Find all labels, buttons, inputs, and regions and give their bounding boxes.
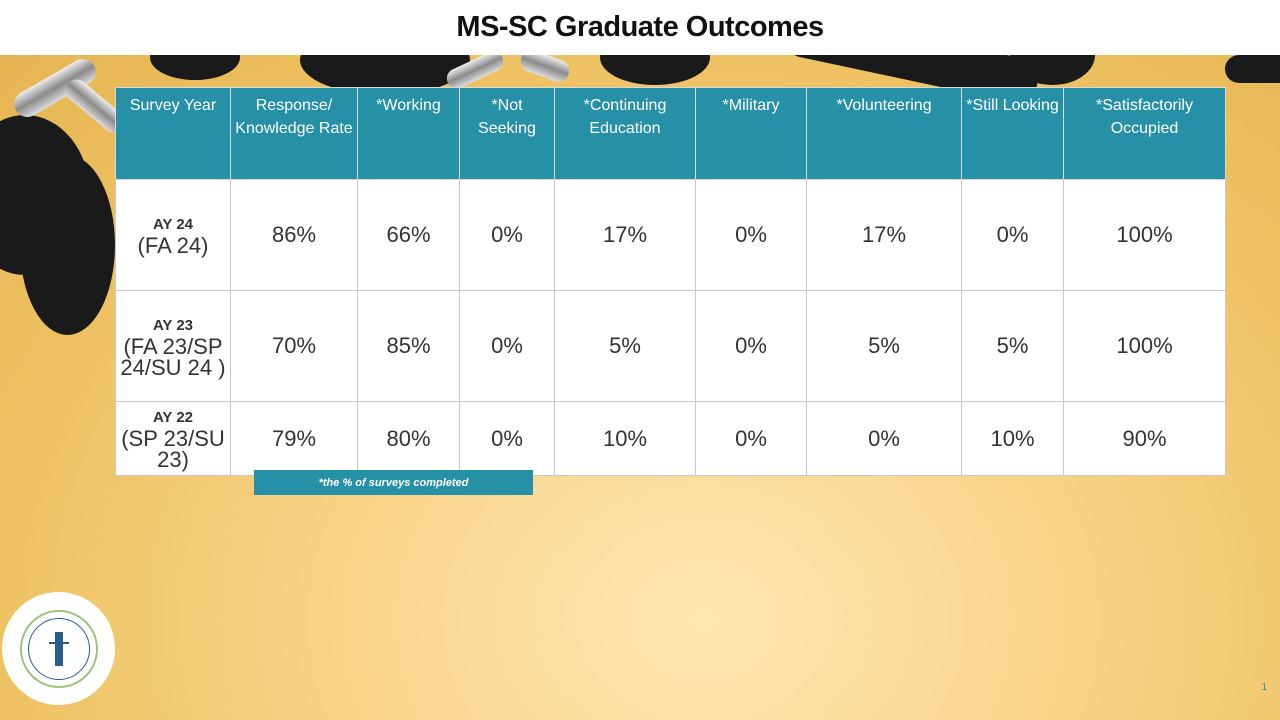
header-working: *Working: [357, 87, 460, 180]
term-label: (FA 23/SP 24/SU 24 ): [120, 333, 226, 380]
table-cell: 66%: [357, 179, 460, 291]
table-cell: 100%: [1063, 179, 1226, 291]
table-cell: 0%: [961, 179, 1064, 291]
table-cell: 0%: [695, 290, 807, 402]
header-satisfactorily-occupied: *Satisfactorily Occupied: [1063, 87, 1226, 180]
outcomes-table: Survey Year Response/ Knowledge Rate *Wo…: [115, 87, 1226, 476]
year-cell: AY 22 (SP 23/SU 23): [115, 401, 231, 476]
term-label: (FA 24): [137, 233, 209, 258]
table-cell: 86%: [230, 179, 358, 291]
year-label: AY 22: [152, 409, 194, 426]
table-cell: 100%: [1063, 290, 1226, 402]
header-response-rate: Response/ Knowledge Rate: [230, 87, 358, 180]
table-cell: 0%: [695, 179, 807, 291]
table-cell: 0%: [459, 179, 555, 291]
table-cell: 80%: [357, 401, 460, 476]
table-cell: 90%: [1063, 401, 1226, 476]
table-cell: 0%: [806, 401, 962, 476]
year-cell: AY 24 (FA 24): [115, 179, 231, 291]
table-cell: 79%: [230, 401, 358, 476]
table-row: AY 23 (FA 23/SP 24/SU 24 ) 70% 85% 0% 5%…: [115, 290, 1226, 402]
table-cell: 10%: [961, 401, 1064, 476]
header-not-seeking: *Not Seeking: [459, 87, 555, 180]
table-cell: 5%: [554, 290, 696, 402]
title-bar: MS-SC Graduate Outcomes: [0, 0, 1280, 55]
header-military: *Military: [695, 87, 807, 180]
year-label: AY 23: [152, 316, 194, 334]
table-cell: 0%: [459, 401, 555, 476]
university-logo: [2, 592, 115, 705]
table-row: AY 22 (SP 23/SU 23) 79% 80% 0% 10% 0% 0%…: [115, 401, 1226, 476]
year-cell: AY 23 (FA 23/SP 24/SU 24 ): [115, 290, 231, 402]
page-number: 1: [1261, 682, 1267, 693]
header-survey-year: Survey Year: [115, 87, 231, 180]
table-cell: 70%: [230, 290, 358, 402]
header-volunteering: *Volunteering: [806, 87, 962, 180]
footnote: *the % of surveys completed: [254, 470, 533, 495]
career-services-seal-icon: [19, 609, 98, 688]
table-cell: 5%: [961, 290, 1064, 402]
table-cell: 17%: [806, 179, 962, 291]
table-cell: 0%: [695, 401, 807, 476]
table-row: AY 24 (FA 24) 86% 66% 0% 17% 0% 17% 0% 1…: [115, 179, 1226, 291]
table-cell: 17%: [554, 179, 696, 291]
table-cell: 0%: [459, 290, 555, 402]
header-still-looking: *Still Looking: [961, 87, 1064, 180]
table-cell: 5%: [806, 290, 962, 402]
slide-title: MS-SC Graduate Outcomes: [456, 11, 824, 43]
header-row: Survey Year Response/ Knowledge Rate *Wo…: [115, 87, 1226, 180]
year-label: AY 24: [152, 216, 194, 233]
term-label: (SP 23/SU 23): [121, 426, 225, 472]
table-cell: 85%: [357, 290, 460, 402]
header-continuing-education: *Continuing Education: [554, 87, 696, 180]
table-cell: 10%: [554, 401, 696, 476]
